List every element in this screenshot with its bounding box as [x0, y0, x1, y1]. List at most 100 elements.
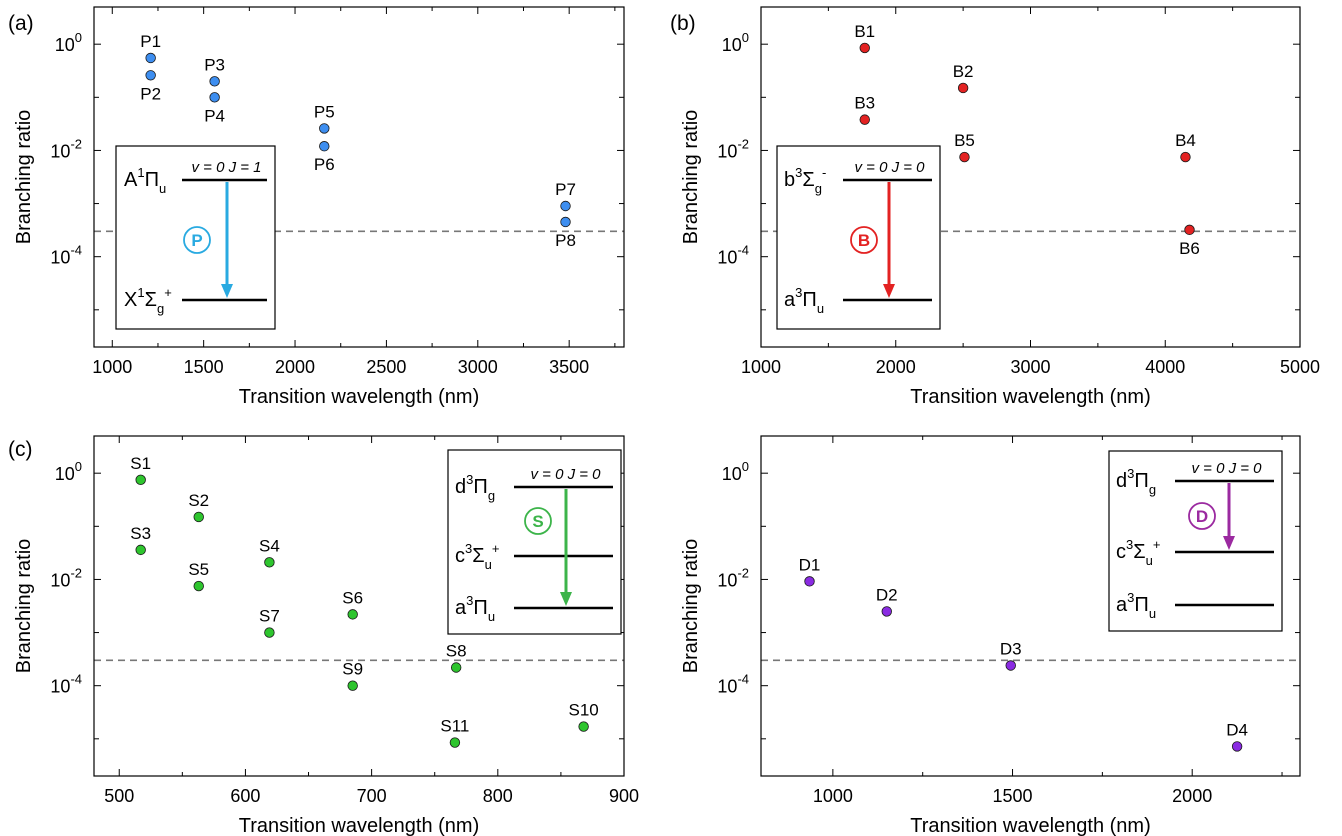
y-tick-exponent: -2	[737, 136, 749, 151]
x-tick-label: 900	[609, 786, 639, 806]
data-label-s1: S1	[130, 454, 151, 473]
data-label-d2: D2	[876, 585, 898, 604]
data-label-d1: D1	[799, 555, 821, 574]
data-label-b4: B4	[1175, 131, 1196, 150]
inset-frame	[447, 449, 622, 635]
x-tick-label: 500	[104, 786, 134, 806]
state-label-sym: Σ	[1133, 541, 1145, 563]
x-tick-label: 3000	[458, 357, 498, 377]
y-tick-exponent: 0	[75, 30, 82, 45]
state-label-sup: 3	[795, 285, 802, 300]
y-tick-label: 100	[55, 459, 82, 484]
state-label-post_sup: +	[164, 285, 172, 300]
data-label-p8: P8	[555, 231, 576, 250]
state-label-sym: Σ	[145, 289, 157, 311]
state-label-post_sup: -	[822, 165, 826, 180]
state-label-main: b	[784, 169, 795, 191]
data-point-s3	[135, 544, 146, 556]
state-label-sym: Π	[473, 597, 487, 619]
arrow-head	[1223, 536, 1235, 550]
y-tick-exponent: 0	[75, 459, 82, 474]
x-tick-label: 1000	[92, 357, 132, 377]
data-point-s2	[193, 511, 204, 523]
data-point-p6	[319, 141, 330, 152]
data-label-s8: S8	[446, 641, 467, 660]
data-label-p4: P4	[204, 106, 225, 125]
panel-label: (b)	[670, 12, 696, 35]
x-tick-label: 3500	[549, 357, 589, 377]
data-point-b1	[859, 42, 870, 54]
chart-panel-2: (b)1000 2000 3000 4000 500010010-210-4Transi…	[670, 6, 1320, 408]
y-tick-label: 10-4	[717, 672, 749, 697]
state-label-main: d	[1116, 470, 1127, 492]
y-tick-exponent: 0	[742, 459, 749, 474]
state-label-upper: A1Πu	[124, 165, 166, 196]
data-point-b2	[957, 82, 969, 94]
state-label-sub: g	[488, 488, 495, 503]
x-tick-label: 1500	[993, 786, 1033, 806]
x-tick-label: 800	[483, 786, 513, 806]
data-label-p6: P6	[314, 155, 335, 174]
state-label-sym: Π	[1134, 594, 1148, 616]
panel-label: (c)	[8, 438, 33, 461]
x-tick-label: 600	[230, 786, 260, 806]
state-label-main: a	[784, 289, 796, 311]
state-label-sub: g	[815, 181, 822, 196]
state-label-sup: 3	[465, 541, 472, 556]
x-tick-label: 2000	[275, 357, 315, 377]
state-label-sub: u	[817, 301, 824, 316]
y-tick-base: 10	[717, 141, 737, 161]
data-point-b6	[1184, 224, 1195, 236]
state-label-sup: 3	[1127, 466, 1134, 481]
x-axis-title: Transition wavelength (nm)	[910, 815, 1150, 836]
x-tick-label: 700	[357, 786, 387, 806]
x-tick-label: 2000	[876, 357, 916, 377]
state-label-sup: 3	[466, 593, 473, 608]
transition-badge-label: D	[1196, 507, 1208, 526]
state-label-sym: Σ	[802, 169, 814, 191]
x-tick-label: 4000	[1145, 357, 1185, 377]
y-tick-label: 10-2	[717, 136, 749, 161]
y-tick-base: 10	[50, 677, 70, 697]
y-axis-title: Branching ratio	[680, 539, 702, 674]
data-label-s10: S10	[568, 701, 598, 720]
state-label-sub: u	[1149, 606, 1156, 621]
x-axis-title: Transition wavelength (nm)	[910, 386, 1150, 408]
state-label-sym: Π	[802, 289, 816, 311]
y-tick-base: 10	[55, 35, 75, 55]
data-label-s7: S7	[259, 607, 280, 626]
quantum-number-label: v = 0 J = 0	[1191, 460, 1262, 477]
state-label-middle: c3Σu+	[455, 541, 499, 572]
data-point-s10	[578, 721, 589, 732]
state-label-lower: a3Πu	[784, 285, 824, 316]
y-tick-label: 100	[722, 30, 749, 55]
data-point-p3	[209, 76, 220, 87]
data-label-p1: P1	[140, 32, 161, 51]
quantum-number-label: v = 0 J = 0	[530, 466, 601, 483]
data-label-b2: B2	[953, 62, 974, 81]
x-axis-title: Transition wavelength (nm)	[239, 815, 479, 836]
panel-label: (a)	[8, 12, 34, 35]
data-point-p1	[145, 52, 156, 64]
arrow-head	[221, 284, 233, 298]
y-axis-title: Branching ratio	[13, 110, 35, 245]
state-label-main: a	[455, 597, 467, 619]
state-label-sub: g	[157, 301, 164, 316]
state-label-main: d	[455, 476, 466, 498]
data-point-p8	[560, 216, 571, 228]
data-point-d1	[804, 576, 815, 587]
data-point-b3	[859, 114, 870, 125]
state-label-sub: u	[488, 609, 495, 624]
data-label-b6: B6	[1179, 239, 1200, 258]
y-tick-exponent: -4	[70, 672, 82, 687]
data-label-d4: D4	[1226, 720, 1248, 739]
state-label-main: c	[455, 545, 465, 567]
data-point-p7	[560, 200, 571, 212]
plot-frame	[760, 435, 1301, 777]
y-tick-label: 100	[722, 459, 749, 484]
y-tick-base: 10	[50, 248, 70, 268]
state-label-main: a	[1116, 594, 1128, 616]
data-point-s11	[449, 737, 461, 748]
data-point-s9	[347, 680, 358, 691]
